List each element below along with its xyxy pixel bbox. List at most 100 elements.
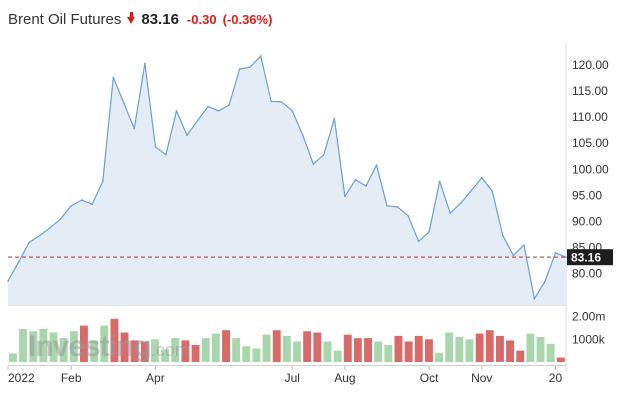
- volume-bar: [465, 339, 474, 362]
- volume-bar: [262, 334, 271, 362]
- price-point: [259, 55, 262, 57]
- x-tick-label: Feb: [61, 371, 82, 385]
- volume-bar: [293, 341, 301, 362]
- y-tick-label: 115.00: [572, 84, 608, 98]
- volume-bar: [282, 335, 291, 362]
- volume-bar: [414, 335, 423, 362]
- y-tick-label: 110.00: [572, 110, 608, 124]
- y-tick-label: 100.00: [572, 162, 609, 176]
- price-point: [144, 62, 146, 65]
- volume-bar: [19, 329, 27, 362]
- price-point: [291, 110, 294, 112]
- price-point: [280, 101, 283, 103]
- volume-bar: [526, 333, 535, 362]
- price-point: [175, 110, 178, 112]
- price-point: [375, 164, 378, 166]
- volume-bar: [222, 330, 230, 362]
- volume-bar: [211, 333, 220, 362]
- price-point: [544, 280, 546, 283]
- volume-bar: [201, 338, 210, 362]
- volume-bar: [394, 335, 403, 362]
- price-point: [102, 180, 104, 183]
- volume-bar: [384, 345, 393, 362]
- volume-bar: [455, 337, 464, 362]
- volume-tick-label: 2.00m: [572, 310, 605, 324]
- price-point: [238, 68, 241, 70]
- price-change: -0.30: [186, 11, 217, 27]
- price-point: [386, 205, 388, 207]
- volume-bar: [374, 341, 383, 362]
- price-point: [438, 180, 441, 183]
- price-point: [333, 117, 336, 120]
- volume-bar: [475, 333, 484, 362]
- volume-bar: [313, 332, 322, 362]
- volume-bar: [364, 338, 372, 362]
- price-point: [59, 218, 62, 220]
- down-arrow-icon: [127, 11, 136, 24]
- chart-header: Brent Oil Futures 83.16 -0.30 (-0.36%): [8, 8, 272, 30]
- price-point: [533, 297, 536, 300]
- x-tick-label: 20: [549, 371, 563, 385]
- volume-bar: [69, 331, 78, 362]
- price-point: [481, 176, 483, 179]
- price-point: [49, 226, 51, 229]
- current-price-badge: [567, 249, 613, 266]
- volume-bar: [9, 353, 17, 362]
- volume-bar: [252, 348, 261, 362]
- instrument-title: Brent Oil Futures: [8, 10, 122, 28]
- x-tick-label: Aug: [334, 371, 355, 385]
- volume-bar: [29, 331, 38, 362]
- volume-bar: [303, 331, 312, 362]
- price-point: [302, 134, 304, 137]
- price-point: [512, 254, 515, 257]
- price-point: [154, 146, 157, 148]
- volume-bar: [323, 341, 332, 362]
- price-point: [123, 102, 125, 104]
- price-point: [196, 119, 199, 122]
- volume-bar: [39, 329, 48, 362]
- volume-bar: [425, 339, 433, 362]
- volume-bar: [435, 352, 443, 362]
- price-point: [344, 195, 346, 198]
- price-point: [396, 206, 399, 208]
- price-point: [270, 100, 273, 103]
- volume-bar: [90, 340, 99, 362]
- volume-bar: [556, 357, 565, 362]
- price-point: [407, 214, 409, 217]
- y-tick-label: 95.00: [572, 188, 602, 202]
- price-area: [8, 56, 566, 305]
- x-tick-label: 2022: [8, 371, 35, 385]
- volume-bar: [242, 346, 251, 362]
- price-point: [565, 256, 567, 259]
- volume-bar: [110, 318, 119, 362]
- price-point: [502, 234, 504, 237]
- price-point: [491, 190, 494, 192]
- x-tick-label: Oct: [420, 371, 439, 385]
- price-point: [133, 127, 136, 130]
- y-tick-label: 120.00: [572, 58, 609, 72]
- price-point: [17, 261, 20, 264]
- volume-bar: [161, 349, 170, 362]
- y-tick-label: 80.00: [572, 267, 602, 281]
- volume-bar: [80, 325, 88, 362]
- price-point: [449, 212, 452, 214]
- volume-tick-label: 1000k: [572, 332, 606, 346]
- price-point: [249, 66, 251, 68]
- price-series-line: [7, 55, 567, 300]
- current-price-label: 83.16: [571, 251, 601, 265]
- volume-bar: [181, 340, 190, 362]
- price-point: [523, 244, 525, 246]
- price-point: [354, 178, 357, 181]
- volume-bar: [353, 338, 362, 362]
- volume-bar: [59, 338, 68, 362]
- volume-bar: [151, 339, 159, 362]
- y-tick-label: 90.00: [572, 215, 602, 229]
- last-price: 83.16: [141, 10, 179, 28]
- price-point: [217, 110, 220, 112]
- volume-bar: [546, 343, 555, 362]
- volume-bar: [140, 341, 149, 362]
- volume-bar: [333, 350, 342, 362]
- price-point: [428, 231, 430, 233]
- price-point: [38, 234, 41, 237]
